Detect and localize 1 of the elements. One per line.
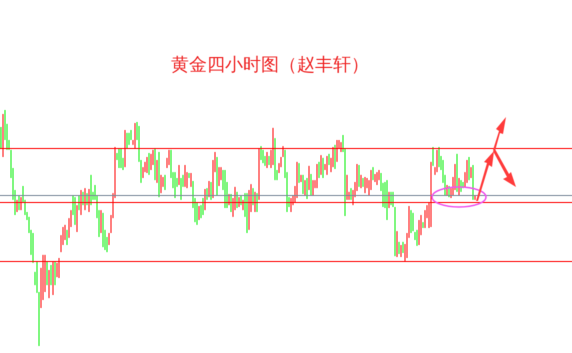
chart-title: 黄金四小时图（赵丰轩） (171, 54, 369, 76)
